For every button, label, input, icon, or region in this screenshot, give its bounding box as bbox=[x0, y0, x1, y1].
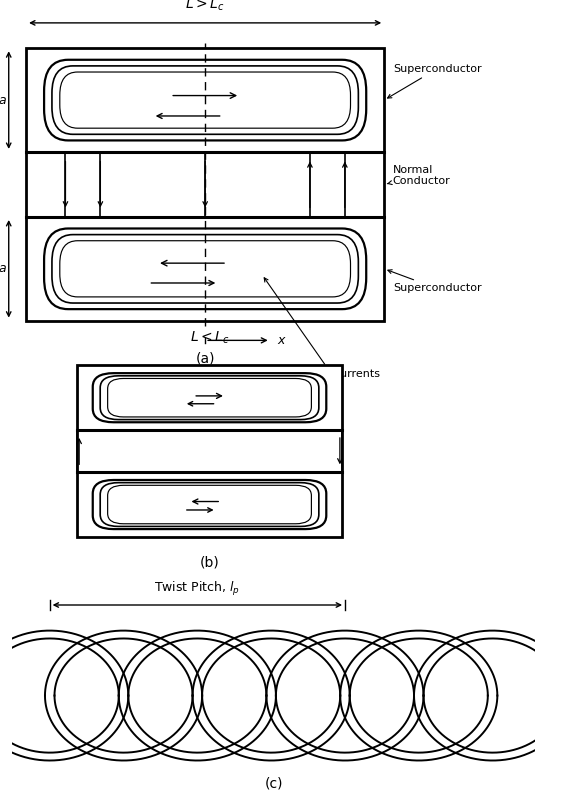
Text: a: a bbox=[0, 262, 6, 275]
Text: Induced Currents: Induced Currents bbox=[264, 277, 379, 379]
Text: $L < L_c$: $L < L_c$ bbox=[190, 330, 229, 346]
Text: Twist Pitch, $l_p$: Twist Pitch, $l_p$ bbox=[154, 580, 240, 598]
Text: x: x bbox=[277, 334, 285, 347]
Text: (b): (b) bbox=[200, 556, 219, 569]
Text: (c): (c) bbox=[264, 776, 283, 790]
Text: Superconductor: Superconductor bbox=[388, 269, 481, 294]
Text: Superconductor: Superconductor bbox=[388, 63, 481, 98]
Text: Normal
Conductor: Normal Conductor bbox=[387, 165, 450, 186]
Text: a: a bbox=[0, 94, 6, 107]
Text: (a): (a) bbox=[196, 352, 215, 366]
Bar bbox=[26, 48, 384, 321]
Text: $L > L_c$: $L > L_c$ bbox=[185, 0, 225, 13]
Bar bbox=[77, 365, 342, 537]
